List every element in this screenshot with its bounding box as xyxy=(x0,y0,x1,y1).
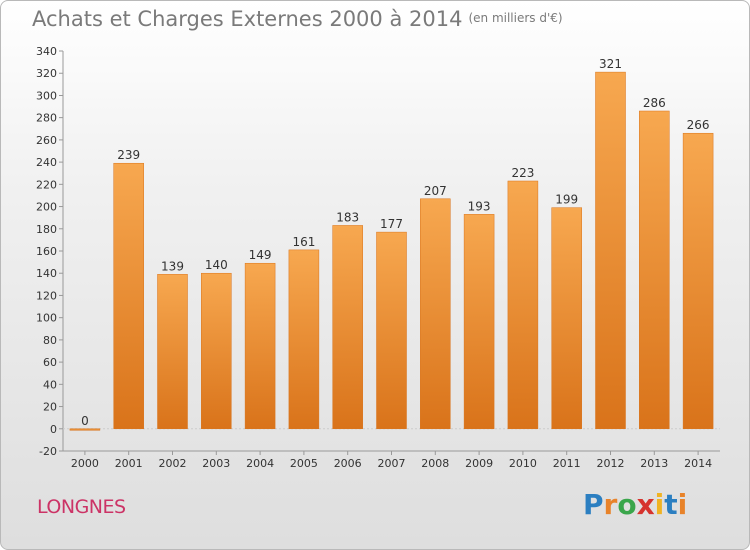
chart-unit: (en milliers d'€) xyxy=(468,11,563,25)
x-tick-label: 2004 xyxy=(246,457,274,470)
bar xyxy=(639,110,670,430)
logo-letter: i xyxy=(654,488,665,521)
bar-value-label: 266 xyxy=(687,118,710,132)
logo-letter: P xyxy=(583,488,604,521)
bar xyxy=(113,162,144,430)
bar-value-label: 140 xyxy=(205,258,228,272)
bar-value-label: 0 xyxy=(81,414,89,428)
y-tick-label: 260 xyxy=(36,134,57,147)
logo-letter: r xyxy=(603,488,618,521)
x-tick-label: 2000 xyxy=(71,457,99,470)
y-tick-label: 240 xyxy=(36,156,57,169)
y-tick-label: 280 xyxy=(36,112,57,125)
y-tick-label: 180 xyxy=(36,223,57,236)
y-tick-label: 80 xyxy=(43,334,57,347)
bar-value-label: 177 xyxy=(380,217,403,231)
bar xyxy=(682,132,714,430)
x-tick-label: 2001 xyxy=(115,457,143,470)
y-tick-label: 140 xyxy=(36,267,57,280)
bar xyxy=(551,207,582,430)
x-tick-label: 2003 xyxy=(202,457,230,470)
chart-title: Achats et Charges Externes 2000 à 2014 (e… xyxy=(32,7,563,31)
x-tick-label: 2002 xyxy=(159,457,187,470)
x-tick-label: 2011 xyxy=(553,457,581,470)
bar xyxy=(463,214,495,430)
bar-value-label: 286 xyxy=(643,96,666,110)
bar-value-label: 207 xyxy=(424,184,447,198)
x-tick-label: 2006 xyxy=(334,457,362,470)
x-tick-label: 2007 xyxy=(378,457,406,470)
x-tick-label: 2009 xyxy=(465,457,493,470)
bar xyxy=(244,262,276,430)
bar-value-label: 223 xyxy=(511,166,534,180)
x-tick-label: 2013 xyxy=(640,457,668,470)
y-tick-label: 60 xyxy=(43,356,57,369)
y-tick-label: 120 xyxy=(36,289,57,302)
bar-value-label: 161 xyxy=(292,235,315,249)
y-tick-label: 0 xyxy=(50,423,57,436)
y-tick-label: 320 xyxy=(36,67,57,80)
bar-value-label: 139 xyxy=(161,259,184,273)
x-tick-label: 2010 xyxy=(509,457,537,470)
x-tick-label: 2012 xyxy=(597,457,625,470)
bar xyxy=(595,71,626,430)
y-tick-label: 220 xyxy=(36,178,57,191)
y-tick-label: 300 xyxy=(36,89,57,102)
bar-value-label: 183 xyxy=(336,210,359,224)
y-tick-label: 200 xyxy=(36,201,57,214)
bar xyxy=(332,225,363,430)
logo-letter: x xyxy=(636,488,655,521)
bar xyxy=(507,180,539,430)
y-tick-label: 160 xyxy=(36,245,57,258)
logo-letter: o xyxy=(617,488,637,521)
y-tick-label: -20 xyxy=(39,445,57,458)
chart-title-text: Achats et Charges Externes 2000 à 2014 xyxy=(32,7,463,31)
x-tick-label: 2005 xyxy=(290,457,318,470)
x-tick-label: 2014 xyxy=(684,457,712,470)
proxiti-logo: Proxiti xyxy=(583,488,687,521)
y-tick-label: 100 xyxy=(36,312,57,325)
x-tick-label: 2008 xyxy=(421,457,449,470)
bar-value-label: 199 xyxy=(555,193,578,207)
bar xyxy=(69,428,101,431)
logo-letter: t xyxy=(664,488,678,521)
bar-value-label: 321 xyxy=(599,57,622,71)
bar xyxy=(376,231,407,430)
bar-value-label: 193 xyxy=(468,199,491,213)
location-label: LONGNES xyxy=(37,496,126,518)
y-tick-label: 40 xyxy=(43,378,57,391)
bar-value-label: 239 xyxy=(117,148,140,162)
y-tick-label: 340 xyxy=(36,45,57,58)
bar xyxy=(201,272,232,430)
logo-letter: i xyxy=(677,488,688,521)
bar xyxy=(420,198,451,430)
y-tick-label: 20 xyxy=(43,401,57,414)
bar xyxy=(288,249,320,430)
bar xyxy=(157,274,188,430)
bar-value-label: 149 xyxy=(249,248,272,262)
